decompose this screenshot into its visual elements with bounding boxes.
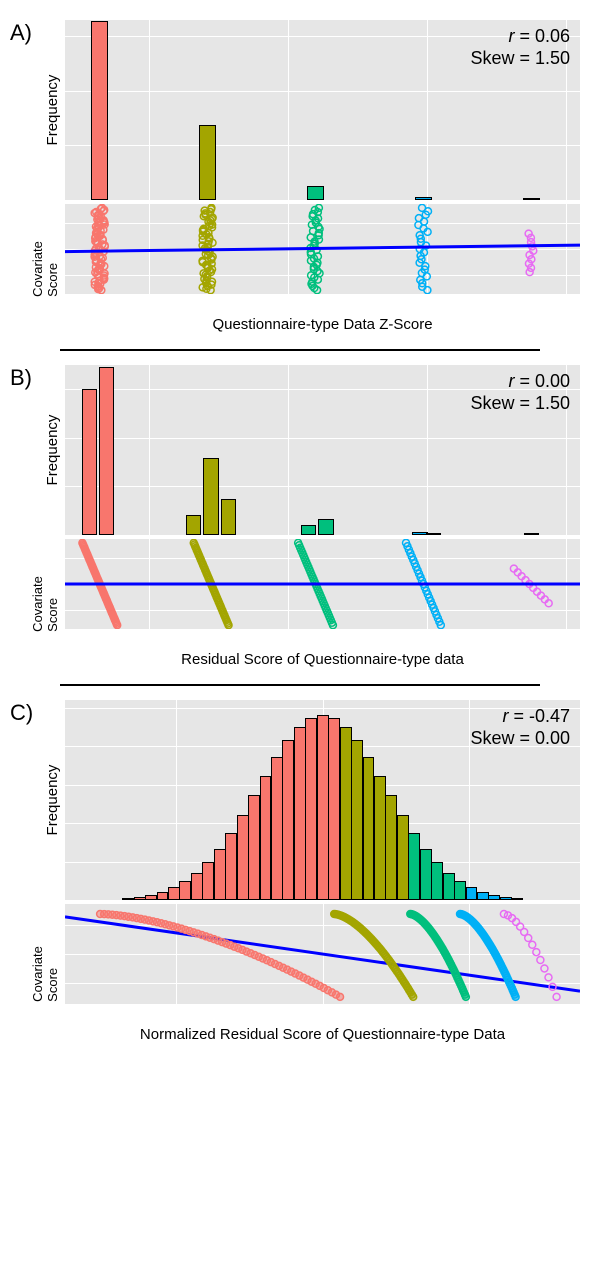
hist-a-ylabel: Frequency	[44, 75, 61, 146]
scat-c-ylabel: CovariateScore	[30, 946, 60, 1002]
scat-a-ylabel: CovariateScore	[30, 241, 60, 297]
panel-a-scatter: -200200246 CovariateScore Questionnaire-…	[65, 204, 580, 333]
panel-a-stats: r = 0.06 Skew = 1.50	[470, 26, 570, 69]
panel-b-scatter: -200200246 CovariateScore Residual Score…	[65, 539, 580, 668]
panel-c: C) 0100200300400500 Frequency r = -0.47 …	[10, 700, 590, 1043]
panel-b-label: B)	[10, 365, 32, 391]
scat-b-ylabel: CovariateScore	[30, 576, 60, 632]
hist-c-ylabel: Frequency	[44, 765, 61, 836]
panel-c-scatter: -20020-2.502.5 CovariateScore Normalized…	[65, 904, 580, 1043]
panel-b-stats: r = 0.00 Skew = 1.50	[470, 371, 570, 414]
panel-a: A) 0200040006000 Frequency r = 0.06 Skew…	[10, 20, 590, 333]
panel-b-xlabel: Residual Score of Questionnaire-type dat…	[65, 651, 580, 668]
panel-a-label: A)	[10, 20, 32, 46]
panel-a-hist: 0200040006000 Frequency r = 0.06 Skew = …	[65, 20, 580, 200]
panel-c-stats: r = -0.47 Skew = 0.00	[470, 706, 570, 749]
panel-b: B) 0100020003000 Frequency r = 0.00 Skew…	[10, 365, 590, 668]
hist-b-ylabel: Frequency	[44, 415, 61, 486]
panel-c-hist: 0100200300400500 Frequency r = -0.47 Ske…	[65, 700, 580, 900]
separator-1	[60, 349, 540, 351]
panel-c-label: C)	[10, 700, 33, 726]
panel-c-xlabel: Normalized Residual Score of Questionnai…	[65, 1026, 580, 1043]
panel-a-xlabel: Questionnaire-type Data Z-Score	[65, 316, 580, 333]
panel-b-hist: 0100020003000 Frequency r = 0.00 Skew = …	[65, 365, 580, 535]
separator-2	[60, 684, 540, 686]
